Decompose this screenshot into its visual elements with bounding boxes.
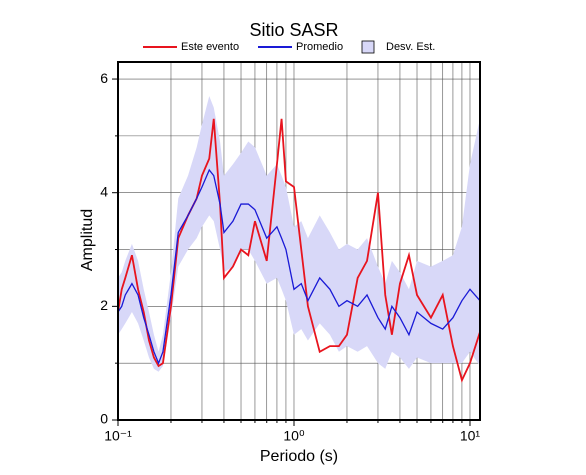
y-tick-label: 4 (100, 183, 108, 199)
y-axis-label: Amplitud (79, 209, 96, 271)
legend-label: Este evento (181, 41, 239, 53)
y-tick-label: 0 (100, 411, 108, 427)
legend-label: Desv. Est. (386, 41, 435, 53)
series-line (117, 168, 481, 365)
legend-label: Promedio (296, 41, 343, 53)
chart-title: Sitio SASR (249, 20, 338, 40)
plot-frame (117, 61, 481, 421)
y-tick-label: 2 (100, 297, 108, 313)
series-line (117, 118, 481, 383)
x-tick-label: 10⁻¹ (104, 428, 132, 444)
legend-swatch (361, 40, 375, 54)
x-tick-label: 10¹ (460, 428, 481, 444)
x-tick-label: 10⁰ (283, 428, 305, 444)
y-tick-label: 6 (100, 70, 108, 86)
x-axis-label: Periodo (s) (260, 448, 338, 465)
